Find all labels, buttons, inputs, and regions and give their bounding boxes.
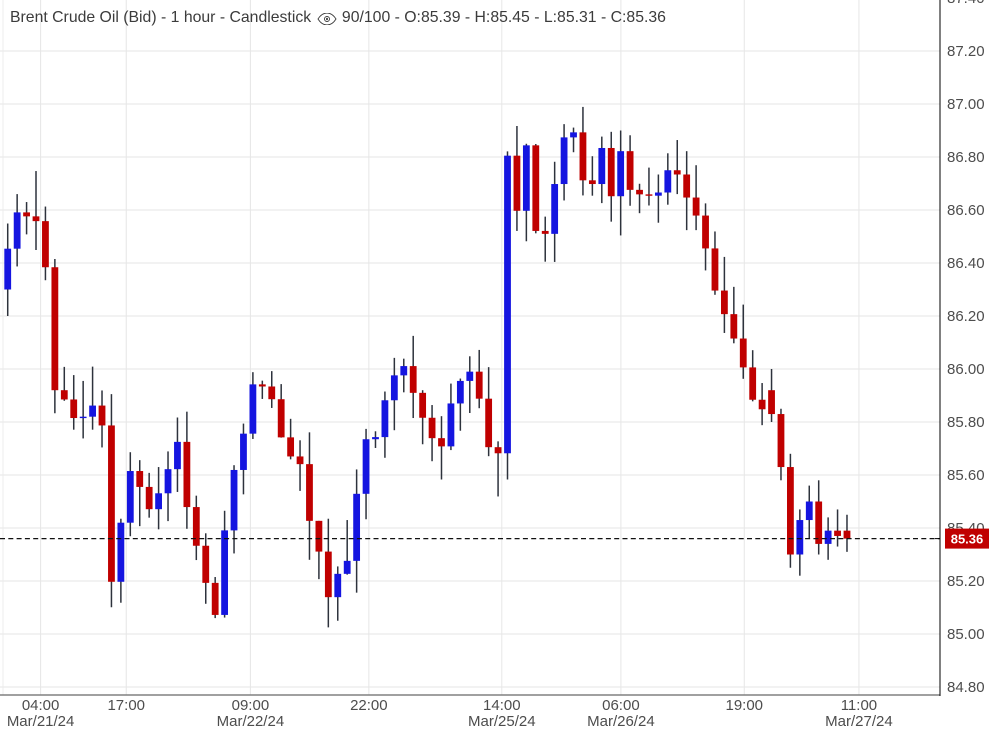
svg-text:22:00: 22:00 (350, 697, 388, 714)
svg-text:86.60: 86.60 (947, 202, 985, 219)
svg-text:84.80: 84.80 (947, 679, 985, 696)
svg-text:86.40: 86.40 (947, 255, 985, 272)
svg-text:85.36: 85.36 (951, 532, 984, 547)
svg-text:87.00: 87.00 (947, 96, 985, 113)
svg-text:14:00: 14:00 (483, 697, 521, 714)
svg-text:85.20: 85.20 (947, 573, 985, 590)
svg-text:Mar/25/24: Mar/25/24 (468, 713, 536, 730)
svg-text:Mar/22/24: Mar/22/24 (217, 713, 285, 730)
svg-text:85.80: 85.80 (947, 414, 985, 431)
svg-text:09:00: 09:00 (232, 697, 270, 714)
svg-text:85.60: 85.60 (947, 467, 985, 484)
svg-text:86.20: 86.20 (947, 308, 985, 325)
svg-text:85.00: 85.00 (947, 626, 985, 643)
svg-text:11:00: 11:00 (841, 697, 877, 714)
svg-text:06:00: 06:00 (602, 697, 640, 714)
svg-text:Mar/27/24: Mar/27/24 (825, 713, 893, 730)
svg-text:86.00: 86.00 (947, 361, 985, 378)
svg-text:87.40: 87.40 (947, 0, 985, 7)
svg-text:86.80: 86.80 (947, 149, 985, 166)
svg-text:Mar/21/24: Mar/21/24 (7, 713, 75, 730)
svg-text:87.20: 87.20 (947, 43, 985, 60)
svg-text:19:00: 19:00 (725, 697, 763, 714)
svg-text:04:00: 04:00 (22, 697, 60, 714)
svg-text:17:00: 17:00 (107, 697, 145, 714)
svg-text:Mar/26/24: Mar/26/24 (587, 713, 655, 730)
